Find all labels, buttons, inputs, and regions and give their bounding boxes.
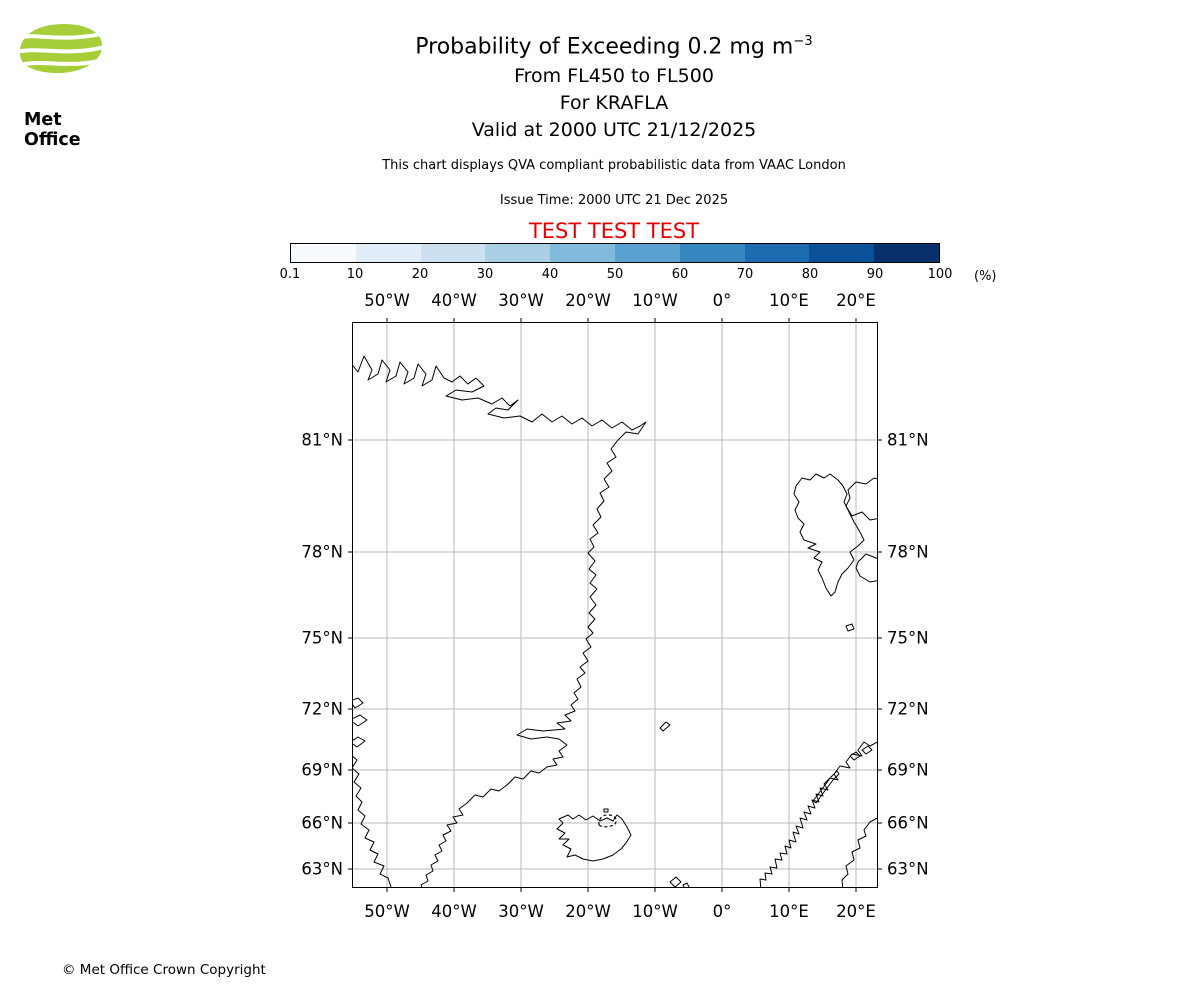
probability-contour-krafla xyxy=(598,814,617,828)
colorbar-segment-2 xyxy=(420,244,486,262)
colorbar-tick-labels: 0.1 10 20 30 40 50 60 70 80 90 100 xyxy=(280,267,953,283)
lon-label-bottom: 30°W xyxy=(498,902,544,921)
coastline-edgeoya xyxy=(855,553,878,583)
lat-label-right: 69°N xyxy=(887,760,929,780)
lon-label-bottom: 20°E xyxy=(836,902,876,921)
colorbar-unit-label: (%) xyxy=(974,269,997,284)
chart-title: Probability of Exceeding 0.2 mg m−3 xyxy=(14,26,1200,63)
coastline-norway xyxy=(759,741,878,888)
subtitle-valid-time: Valid at 2000 UTC 21/12/2025 xyxy=(471,119,757,142)
lon-label-top: 20°E xyxy=(836,291,876,310)
lat-label-left: 63°N xyxy=(301,859,343,879)
colorbar-tick-label: 70 xyxy=(736,267,754,282)
lat-label-right: 81°N xyxy=(887,430,929,450)
graticule-gridlines xyxy=(352,322,878,888)
colorbar-segment-1 xyxy=(355,244,421,262)
colorbar-gradient xyxy=(290,243,940,263)
colorbar-segment-5 xyxy=(614,244,680,262)
lat-label-left: 66°N xyxy=(301,813,343,833)
coastlines xyxy=(352,355,878,888)
coastline-spitsbergen xyxy=(793,473,865,597)
lat-label-left: 81°N xyxy=(301,430,343,450)
lon-label-bottom: 10°W xyxy=(632,902,678,921)
coastline-sweden-bothnia xyxy=(841,817,878,888)
lat-label-left: 72°N xyxy=(301,699,343,719)
map-frame xyxy=(352,322,878,888)
colorbar-tick-label: 90 xyxy=(866,267,884,282)
colorbar-segment-3 xyxy=(485,244,551,262)
coastline-iceland xyxy=(556,814,632,862)
subtitle-flight-levels: From FL450 to FL500 xyxy=(514,65,714,88)
lon-label-bottom: 0° xyxy=(712,902,732,921)
colorbar-segment-7 xyxy=(744,244,810,262)
met-office-logo: Met Office xyxy=(12,20,108,150)
chart-title-superscript: −3 xyxy=(793,34,813,49)
lat-label-right: 66°N xyxy=(887,813,929,833)
lon-label-bottom: 20°W xyxy=(565,902,611,921)
colorbar-segment-6 xyxy=(679,244,745,262)
island-grimsey xyxy=(603,808,609,813)
probability-colorbar: 0.1 10 20 30 40 50 60 70 80 90 100 (%) xyxy=(280,243,997,284)
colorbar-tick-label: 40 xyxy=(541,267,559,282)
test-watermark: TEST TEST TEST xyxy=(528,219,700,244)
island-bear-island xyxy=(845,623,855,632)
coastline-greenland-west xyxy=(352,755,392,888)
lon-label-bottom: 50°W xyxy=(364,902,410,921)
axis-ticks xyxy=(348,318,882,892)
copyright-notice: © Met Office Crown Copyright xyxy=(62,962,266,978)
lon-label-bottom: 40°W xyxy=(431,902,477,921)
issue-time: Issue Time: 2000 UTC 21 Dec 2025 xyxy=(499,193,729,209)
lon-label-top: 20°W xyxy=(565,291,611,310)
colorbar-segment-4 xyxy=(550,244,615,262)
map-panel: 50°W 50°W 40°W 40°W 30°W 30°W 20°W 20°W 10°W 10°W… xyxy=(301,291,928,921)
colorbar-tick-label: 30 xyxy=(476,267,494,282)
met-office-logo-text: Met Office xyxy=(24,110,81,150)
islands-norway-coast xyxy=(849,745,873,761)
colorbar-tick-label: 0.1 xyxy=(279,267,301,282)
title-block: Probability of Exceeding 0.2 mg m−3 From… xyxy=(14,26,1200,243)
lat-label-right: 78°N xyxy=(887,542,929,562)
met-office-logo-graphic xyxy=(19,24,103,74)
islands-west-greenland xyxy=(352,697,368,748)
lon-label-top: 40°W xyxy=(431,291,477,310)
colorbar-segment-8 xyxy=(809,244,875,262)
lat-label-left: 69°N xyxy=(301,760,343,780)
lat-label-left: 75°N xyxy=(301,628,343,648)
lon-label-top: 50°W xyxy=(364,291,410,310)
colorbar-tick-label: 20 xyxy=(411,267,429,282)
colorbar-segment-0 xyxy=(291,244,356,262)
lat-label-right: 72°N xyxy=(887,699,929,719)
colorbar-tick-label: 10 xyxy=(346,267,364,282)
coastline-nordaustlandet xyxy=(845,477,878,521)
lon-label-top: 10°E xyxy=(769,291,809,310)
lon-label-top: 30°W xyxy=(498,291,544,310)
chart-title-text: Probability of Exceeding 0.2 mg m xyxy=(415,34,794,60)
colorbar-tick-label: 50 xyxy=(606,267,624,282)
coastline-greenland-east xyxy=(352,355,647,888)
island-jan-mayen xyxy=(659,721,671,732)
lon-label-bottom: 10°E xyxy=(769,902,809,921)
lon-label-top: 10°W xyxy=(632,291,678,310)
lat-label-left: 78°N xyxy=(301,542,343,562)
colorbar-segment-9 xyxy=(874,244,939,262)
colorbar-tick-label: 100 xyxy=(927,267,953,282)
subtitle-volcano: For KRAFLA xyxy=(559,92,669,115)
lat-label-right: 75°N xyxy=(887,628,929,648)
lat-label-right: 63°N xyxy=(887,859,929,879)
islands-lofoten xyxy=(812,770,840,804)
qva-compliance-note: This chart displays QVA compliant probab… xyxy=(382,158,846,174)
lon-label-top: 0° xyxy=(712,291,732,310)
colorbar-tick-label: 60 xyxy=(671,267,689,282)
colorbar-tick-label: 80 xyxy=(801,267,819,282)
map-svg xyxy=(348,318,882,892)
